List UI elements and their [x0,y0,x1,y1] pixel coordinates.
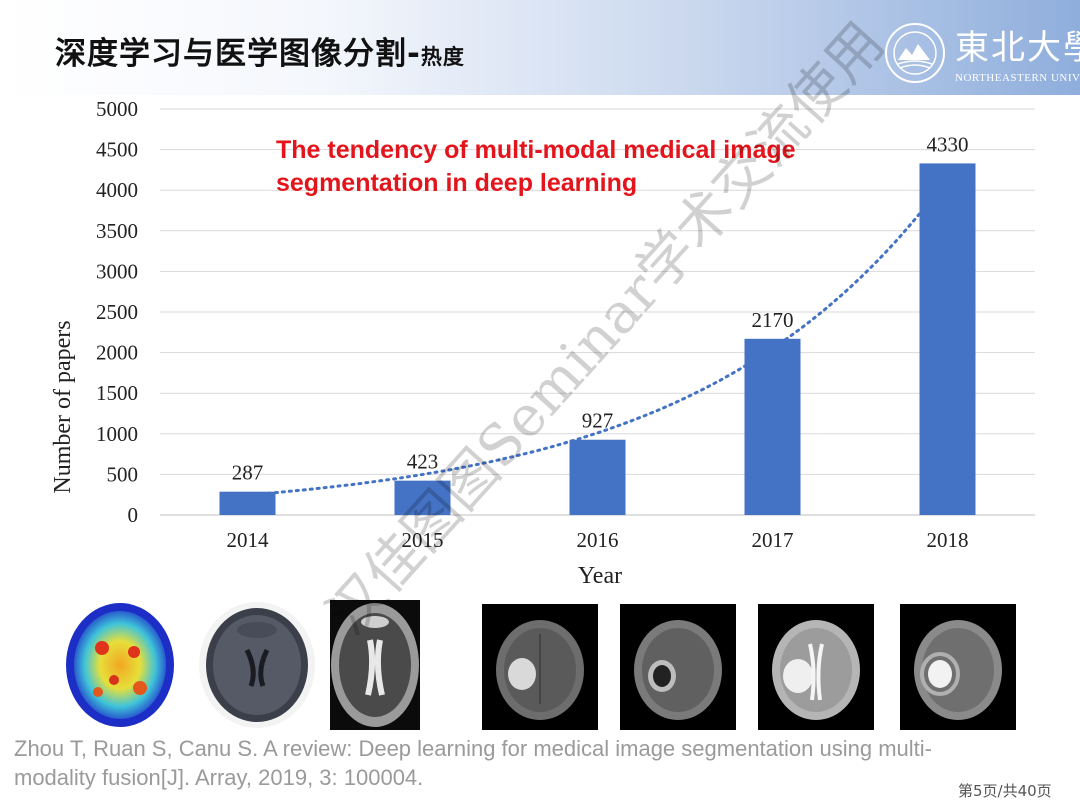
x-tick-label: 2017 [752,528,794,552]
brats-flair-image [482,604,598,730]
chart-annotation: The tendency of multi-modal medical imag… [276,134,796,200]
y-tick-label: 2000 [96,341,138,365]
y-tick-label: 0 [128,503,139,527]
title-main: 深度学习与医学图像分割- [55,36,421,72]
y-tick-label: 2500 [96,300,138,324]
brats-t2-image [758,604,874,730]
y-axis-label: Number of papers [50,320,76,493]
x-tick-label: 2018 [927,528,969,552]
data-label: 287 [232,461,264,485]
x-tick-label: 2015 [402,528,444,552]
bar-2014 [219,491,276,515]
y-tick-label: 4000 [96,178,138,202]
data-label: 927 [582,409,614,433]
data-label: 4330 [927,132,969,156]
y-tick-label: 1500 [96,381,138,405]
trend-line [246,176,949,497]
y-tick-label: 5000 [96,97,138,121]
annotation-line-2: segmentation in deep learning [276,169,638,197]
bar-2016 [569,439,626,515]
annotation-line-1: The tendency of multi-modal medical imag… [276,136,796,164]
university-seal-icon [885,23,945,83]
x-axis-label: Year [578,563,622,589]
logo-wordmark-cn: 東北大學 [955,28,1080,68]
y-axis-ticks: 0 500 1000 1500 2000 2500 3000 3500 4000 4500 5000 [96,97,138,527]
x-tick-label: 2016 [577,528,619,552]
page-number: 第5页/共40页 [958,782,1052,800]
citation-line-1: Zhou T, Ruan S, Canu S. A review: Deep l… [14,736,932,761]
citation-line-2: modality fusion[J]. Array, 2019, 3: 1000… [14,765,424,790]
bar-2015 [394,480,451,515]
pet-scan-image [66,603,174,727]
bar-2018 [919,163,976,515]
mri-t2-image [330,600,420,730]
logo-wordmark-en: NORTHEASTERN UNIVERSITY [955,72,1080,84]
ct-scan-image [199,602,315,728]
y-tick-label: 3500 [96,219,138,243]
bar-2017 [744,338,801,515]
trend-line-path [246,176,949,497]
y-tick-label: 4500 [96,138,138,162]
x-axis-ticks: 2014 2015 2016 2017 2018 [227,528,969,552]
y-tick-label: 3000 [96,259,138,283]
brats-t1ce-image [620,604,736,730]
data-label: 2170 [752,308,794,332]
title-sub: 热度 [420,45,465,69]
chart-bars [219,163,976,515]
x-tick-label: 2014 [227,528,270,552]
brats-t1-image [900,604,1016,730]
y-tick-label: 1000 [96,422,138,446]
header-bar: 深度学习与医学图像分割-热度 東北大學 NORTHEASTERN UNIVERS… [0,0,1080,95]
data-labels: 287 423 927 2170 4330 [232,132,969,484]
slide-title: 深度学习与医学图像分割-热度 [55,28,465,73]
citation-text: Zhou T, Ruan S, Canu S. A review: Deep l… [14,734,1034,792]
data-label: 423 [407,450,439,474]
bar-chart: 0 500 1000 1500 2000 2500 3000 3500 4000 4500 5000… [50,97,1035,589]
y-tick-label: 500 [107,462,139,486]
